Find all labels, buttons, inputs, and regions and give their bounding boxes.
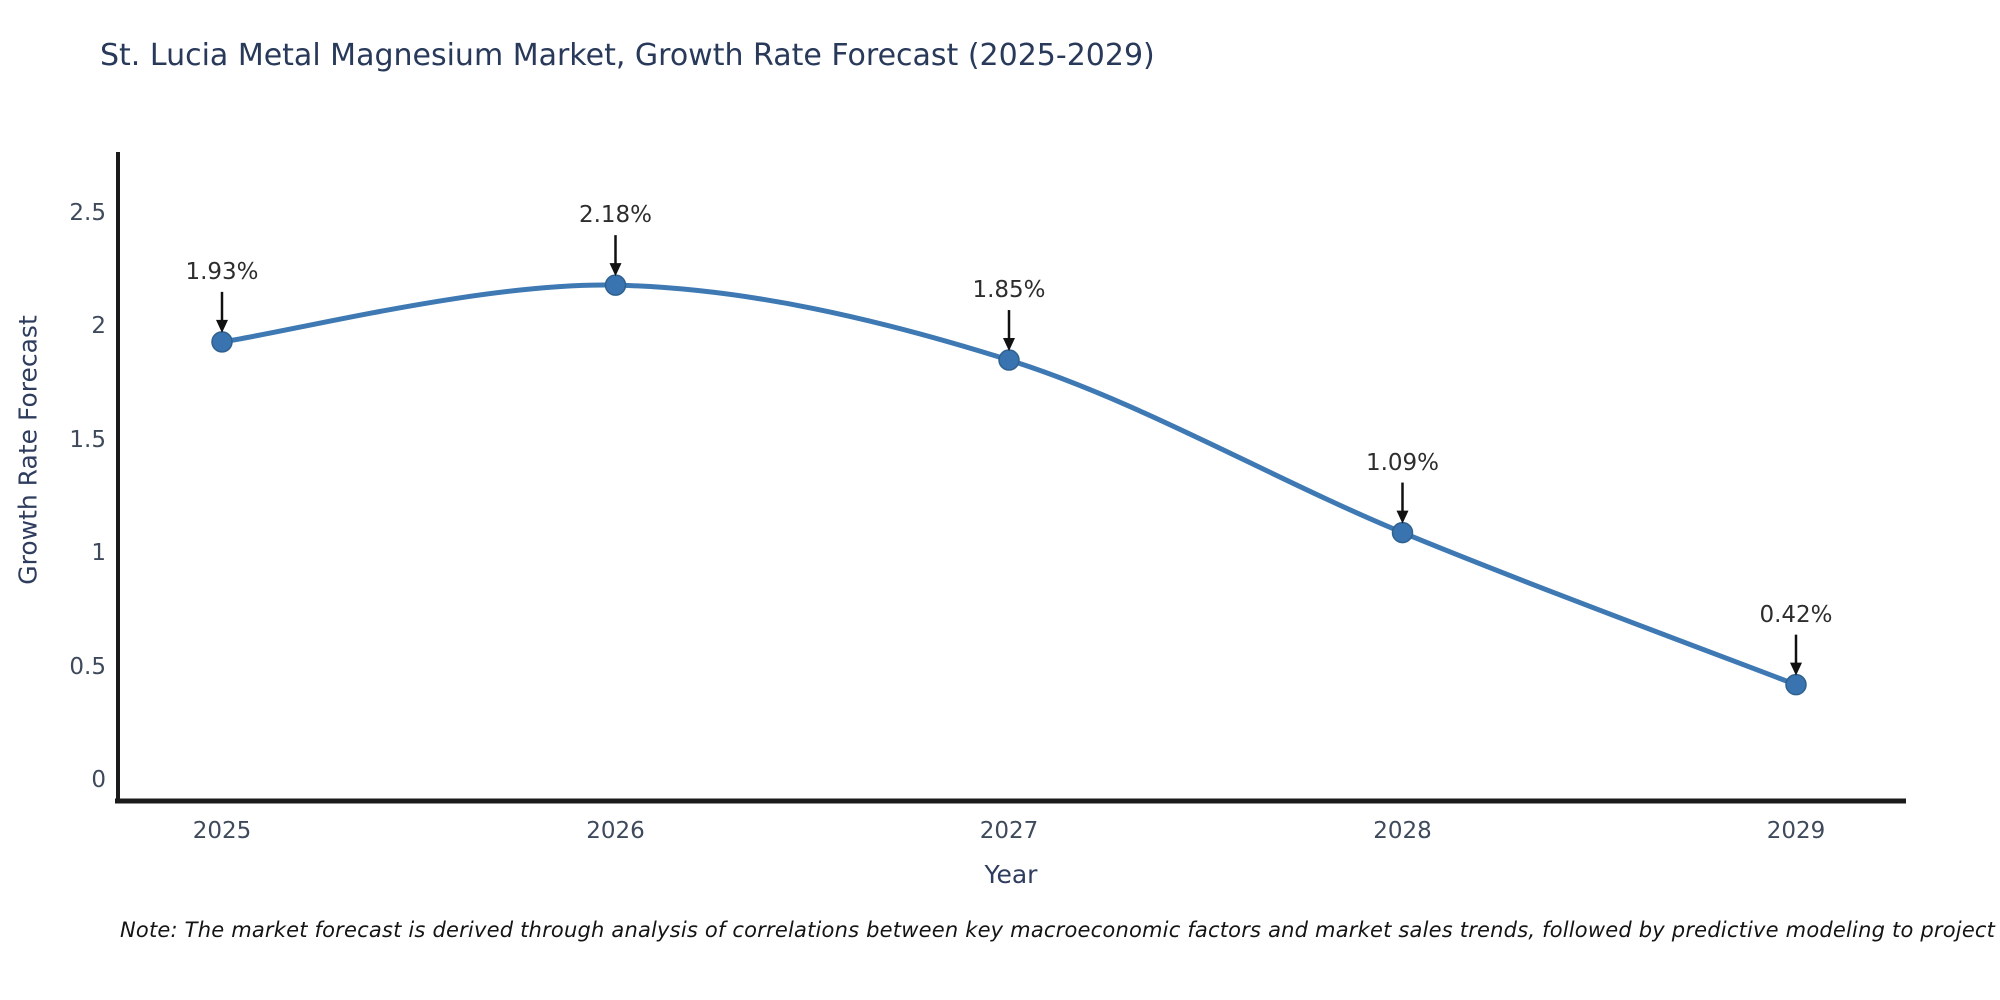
data-point-label: 1.85%: [972, 277, 1046, 304]
data-point-label: 0.42%: [1759, 601, 1833, 628]
data-point-marker: [211, 331, 233, 353]
y-tick-label: 0.5: [69, 653, 106, 680]
data-point-marker: [1391, 521, 1414, 544]
data-point-marker: [998, 349, 1020, 371]
y-tick-label: 2.5: [69, 199, 106, 226]
x-tick-label: 2025: [192, 818, 252, 844]
data-point-marker: [1785, 673, 1807, 696]
y-tick-label: 2: [91, 313, 106, 339]
data-point-label: 1.09%: [1365, 449, 1440, 476]
annotation-arrow-head: [1790, 662, 1802, 676]
x-tick-label: 2027: [979, 818, 1039, 844]
annotation-arrow-head: [609, 263, 622, 277]
y-tick-label: 0: [91, 767, 106, 793]
x-tick-label: 2029: [1766, 818, 1826, 844]
chart-title: St. Lucia Metal Magnesium Market, Growth…: [100, 38, 1155, 73]
x-tick-label: 2026: [586, 818, 645, 844]
x-axis-title: Year: [984, 860, 1038, 889]
footnote: Note: The market forecast is derived thr…: [120, 918, 2000, 942]
annotation-arrow-head: [1396, 510, 1409, 524]
y-tick-label: 1: [91, 540, 106, 566]
data-point-label: 2.18%: [578, 202, 653, 229]
annotation-arrow-head: [1003, 338, 1015, 352]
x-tick-label: 2028: [1373, 818, 1432, 844]
data-point-marker: [604, 274, 627, 296]
data-point-label: 1.93%: [185, 258, 259, 285]
annotation-arrow-head: [216, 319, 228, 333]
y-tick-label: 1.5: [69, 426, 106, 453]
